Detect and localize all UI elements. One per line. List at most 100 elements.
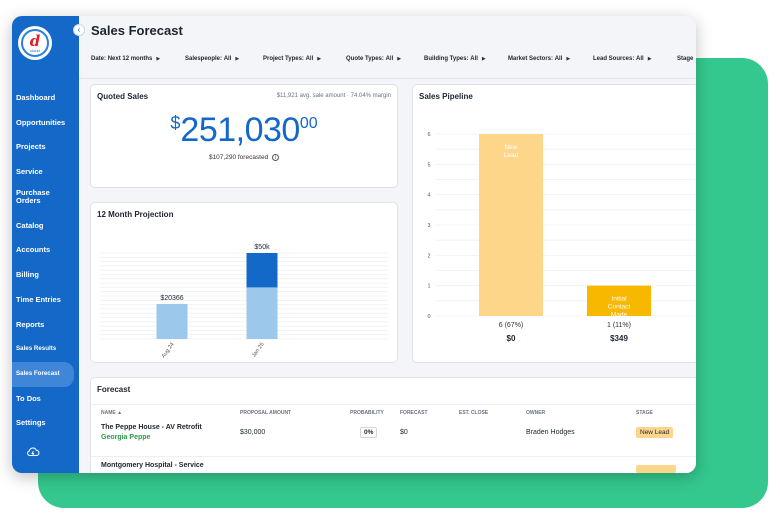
filter-market-sectors[interactable]: Market Sectors: All ▶ bbox=[508, 56, 570, 62]
column-header-name[interactable]: NAME ▲ bbox=[101, 409, 123, 416]
filter-lead-sources[interactable]: Lead Sources: All ▶ bbox=[593, 56, 652, 62]
sidebar-item-opportunities[interactable]: Opportunities bbox=[16, 117, 66, 127]
amount-main: 251,030 bbox=[180, 111, 300, 149]
filter-salespeople-value: All bbox=[223, 56, 232, 62]
sidebar-item-catalog[interactable]: Catalog bbox=[16, 220, 44, 230]
filter-lead-sources-label: Lead Sources: bbox=[593, 56, 635, 62]
table-row[interactable]: The Peppe House - AV Retrofit Georgia Pe… bbox=[91, 424, 696, 454]
logo-letter: d bbox=[29, 31, 41, 50]
filter-quote-types-label: Quote Types: bbox=[346, 56, 384, 62]
chevron-right-icon: ▶ bbox=[397, 56, 402, 62]
forecast-title: Forecast bbox=[97, 385, 131, 394]
bar-label: New bbox=[504, 144, 517, 151]
filter-stage-label: Stage bbox=[677, 56, 694, 62]
y-tick-label: 6 bbox=[427, 132, 430, 138]
y-tick-label: 2 bbox=[427, 253, 430, 259]
filter-building-types-value: All bbox=[470, 56, 478, 62]
avg-sale-amount: $11,921 avg. sale amount bbox=[276, 93, 346, 99]
meta-separator: · bbox=[346, 93, 349, 99]
sidebar-item-projects[interactable]: Projects bbox=[16, 142, 46, 152]
column-header-probability[interactable]: PROBABILITY bbox=[350, 409, 384, 416]
bar-label: Initial bbox=[611, 296, 627, 303]
chevron-right-icon: ▶ bbox=[156, 56, 161, 62]
sidebar-item-reports[interactable]: Reports bbox=[16, 319, 45, 329]
row-divider bbox=[91, 456, 696, 457]
y-tick-label: 0 bbox=[427, 314, 430, 320]
filter-building-types[interactable]: Building Types: All ▶ bbox=[424, 56, 486, 62]
row-stage bbox=[636, 465, 676, 473]
bar-label: Contact bbox=[608, 304, 631, 311]
sidebar-item-time-entries[interactable]: Time Entries bbox=[16, 294, 61, 304]
column-header-stage[interactable]: STAGE bbox=[636, 409, 653, 416]
filter-quote-types[interactable]: Quote Types: All ▶ bbox=[346, 56, 401, 62]
amount-label: $0 bbox=[507, 334, 516, 343]
x-tick-label: Jan 25 bbox=[251, 342, 265, 359]
filter-market-sectors-value: All bbox=[554, 56, 563, 62]
app-window: d cloud Dashboard Opportunities Projects… bbox=[12, 16, 696, 473]
filter-building-types-label: Building Types: bbox=[424, 56, 469, 62]
filter-quote-types-value: All bbox=[385, 56, 394, 62]
sidebar-item-billing[interactable]: Billing bbox=[16, 270, 39, 280]
info-icon[interactable]: i bbox=[272, 154, 280, 161]
filter-market-sectors-label: Market Sectors: bbox=[508, 56, 554, 62]
app-logo[interactable]: d cloud bbox=[18, 26, 52, 60]
row-project-name[interactable]: Montgomery Hospital - Service bbox=[101, 462, 204, 469]
sales-pipeline-card: Sales Pipeline 0 1 2 3 4 5 6 New Lead 6 (67%) $0 In… bbox=[412, 84, 696, 363]
column-header-owner[interactable]: OWNER bbox=[526, 409, 546, 416]
y-tick-label: 3 bbox=[427, 223, 430, 229]
y-tick-label: 1 bbox=[427, 284, 430, 290]
main-content: Sales Forecast Date: Next 12 months ▶ Sal… bbox=[79, 16, 696, 473]
bar-label: Lead bbox=[504, 152, 519, 159]
bar-0-1 bbox=[246, 287, 278, 339]
sidebar-item-settings[interactable]: Settings bbox=[16, 418, 46, 428]
row-account-link[interactable]: Georgia Peppe bbox=[101, 434, 151, 441]
cloud-sync-icon[interactable] bbox=[26, 446, 40, 458]
column-header-forecast[interactable]: FORECAST bbox=[400, 409, 428, 416]
chevron-right-icon: ▶ bbox=[481, 56, 486, 62]
sidebar-item-sales-results[interactable]: Sales Results bbox=[16, 345, 57, 353]
row-proposal-amount: $30,000 bbox=[240, 429, 266, 436]
filter-salespeople[interactable]: Salespeople: All ▶ bbox=[185, 56, 239, 62]
filter-lead-sources-value: All bbox=[636, 56, 644, 62]
x-tick-label: Aug 24 bbox=[161, 342, 176, 360]
filter-project-types-value: All bbox=[305, 56, 314, 62]
filter-date[interactable]: Date: Next 12 months ▶ bbox=[91, 56, 160, 62]
projection-card: 12 Month Projection $20366 Aug 24 $50k Jan … bbox=[90, 202, 398, 363]
quoted-sales-meta: $11,921 avg. sale amount · 74.04% margin bbox=[277, 93, 391, 99]
sidebar-item-sales-forecast[interactable]: Sales Forecast bbox=[12, 361, 74, 387]
forecasted-amount: $107,290 forecasted i bbox=[91, 154, 397, 161]
sidebar-item-dashboard[interactable]: Dashboard bbox=[16, 93, 56, 102]
page-title: Sales Forecast bbox=[91, 23, 183, 38]
margin-value: 74.04% margin bbox=[350, 93, 391, 99]
sidebar-item-service[interactable]: Service bbox=[16, 167, 43, 177]
sidebar-nav: Dashboard Opportunities Projects Service… bbox=[12, 86, 79, 436]
sidebar-item-purchase-orders[interactable]: Purchase Orders bbox=[16, 187, 50, 206]
sidebar: d cloud Dashboard Opportunities Projects… bbox=[12, 16, 79, 473]
bar-0-0 bbox=[156, 303, 188, 339]
column-header-proposal-amount[interactable]: PROPOSAL AMOUNT bbox=[240, 409, 292, 416]
row-owner: Braden Hodges bbox=[526, 429, 575, 436]
y-tick-label: 4 bbox=[427, 193, 430, 199]
quoted-sales-amount: $251,03000 bbox=[91, 111, 397, 150]
count-label: 1 (11%) bbox=[607, 322, 631, 329]
filter-divider bbox=[79, 78, 696, 79]
probability-pill: 0% bbox=[360, 427, 378, 438]
row-probability[interactable]: 0% bbox=[360, 427, 378, 438]
sidebar-item-to-dos[interactable]: To Dos bbox=[16, 393, 41, 403]
forecasted-text: $107,290 forecasted bbox=[208, 154, 269, 162]
row-project-name[interactable]: The Peppe House - AV Retrofit bbox=[101, 424, 202, 431]
chevron-left-icon[interactable]: ‹ bbox=[73, 24, 85, 36]
filter-project-types[interactable]: Project Types: All ▶ bbox=[263, 56, 321, 62]
currency-symbol: $ bbox=[170, 113, 181, 133]
projection-title: 12 Month Projection bbox=[97, 210, 174, 219]
bar-1-1 bbox=[246, 253, 278, 288]
filter-project-types-label: Project Types: bbox=[263, 56, 304, 62]
column-header-est-close[interactable]: EST. CLOSE bbox=[459, 409, 489, 416]
forecast-table-header: NAME ▲ PROPOSAL AMOUNT PROBABILITY FOREC… bbox=[91, 404, 696, 418]
filter-stage[interactable]: Stage bbox=[677, 56, 693, 62]
row-stage: New Lead bbox=[636, 427, 674, 438]
y-tick-label: 5 bbox=[427, 162, 430, 168]
table-row[interactable]: Montgomery Hospital - Service bbox=[91, 462, 696, 473]
sidebar-item-accounts[interactable]: Accounts bbox=[16, 245, 51, 255]
